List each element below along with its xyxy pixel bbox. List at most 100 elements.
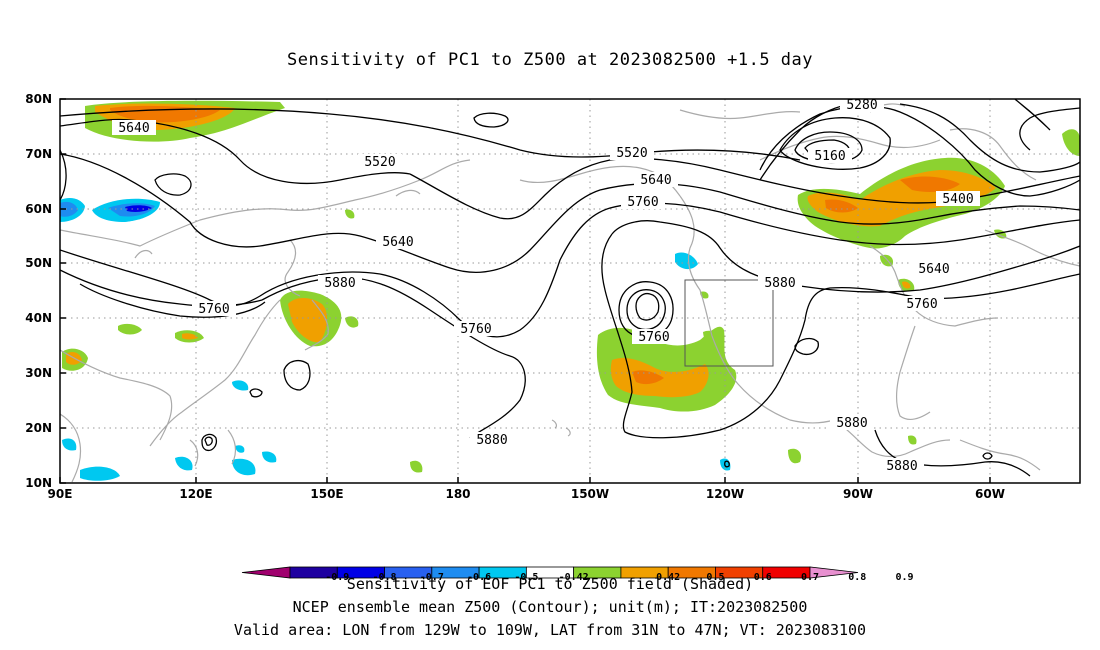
lat-label: 20N — [25, 421, 52, 435]
contour-label: 5760 — [906, 297, 937, 312]
colorbar-tick-label: 0.8 — [848, 572, 866, 583]
lon-label: 180 — [445, 487, 470, 501]
shaded-region — [902, 281, 911, 289]
lat-label: 10N — [25, 476, 52, 490]
shaded-region — [632, 370, 664, 385]
contour-label-bg — [454, 321, 498, 336]
z500-contours — [60, 99, 1080, 477]
contour-label-bg — [621, 194, 665, 209]
colorbar-tick-label: -0.5 — [514, 572, 538, 583]
shaded-region — [345, 209, 355, 219]
lat-label: 70N — [25, 147, 52, 161]
colorbar-tick-label: -0.7 — [420, 572, 444, 583]
contour-label: 5520 — [364, 155, 395, 170]
lat-label: 30N — [25, 366, 52, 380]
colorbar-tick-label: -0.6 — [467, 572, 491, 583]
lon-label: 60W — [975, 487, 1005, 501]
map-plot-area: 5280 5160 5400 5640 5520 5520 5640 5760 5640 5880… — [60, 98, 1080, 483]
colorbar-tick-label: 0.42 — [656, 572, 680, 583]
shaded-region — [262, 451, 277, 463]
lat-label: 40N — [25, 311, 52, 325]
shaded-region — [62, 438, 77, 451]
shaded-region — [908, 435, 917, 445]
contour-label: 5760 — [638, 330, 669, 345]
contour-label-bg — [634, 172, 678, 187]
lon-label: 120W — [706, 487, 744, 501]
shaded-region — [410, 460, 423, 473]
contour-label-bg — [936, 191, 980, 206]
contour-label: 5880 — [764, 276, 795, 291]
contour-label-bg — [912, 261, 956, 276]
contour-label-bg — [192, 301, 236, 316]
contour-label-bg — [808, 148, 852, 163]
colorbar-high-triangle — [809, 566, 859, 579]
shaded-region — [182, 333, 198, 340]
contour-label: 5880 — [324, 276, 355, 291]
colorbar-tick-label: -0.9 — [325, 572, 349, 583]
contour-label-bg — [376, 234, 420, 249]
contour-labels: 5280 5160 5400 5640 5520 5520 5640 5760 5640 5880… — [112, 98, 980, 474]
colorbar-tick-label: 0.5 — [706, 572, 724, 583]
caption-line-2: NCEP ensemble mean Z500 (Contour); unit(… — [292, 598, 808, 616]
colorbar-tick-label: 0.7 — [801, 572, 819, 583]
shaded-region — [345, 316, 359, 328]
lat-label: 60N — [25, 202, 52, 216]
contour-label-bg — [632, 329, 676, 344]
contour-label: 5520 — [616, 146, 647, 161]
contour-label: 5640 — [118, 121, 149, 136]
map-title: Sensitivity of PC1 to Z500 at 2023082500… — [286, 50, 813, 70]
plot-frame — [59, 98, 1081, 484]
shaded-region — [118, 323, 142, 335]
shaded-region — [80, 466, 120, 481]
lon-label: 150W — [571, 487, 609, 501]
contour-label-bg — [112, 120, 156, 135]
lon-label: 120E — [179, 487, 212, 501]
shaded-region — [175, 456, 193, 471]
contour-label: 5880 — [836, 416, 867, 431]
shaded-region — [235, 445, 245, 453]
contour-label: 5160 — [814, 149, 845, 164]
lon-label: 90W — [843, 487, 873, 501]
contour-label-bg — [830, 415, 874, 430]
shaded-region — [60, 201, 78, 217]
lon-label: 90E — [48, 487, 73, 501]
longitude-axis: 90E 120E 150E 180 150W 120W 90W 60W — [48, 477, 1005, 501]
shaded-region — [288, 298, 328, 343]
shaded-region — [900, 176, 960, 192]
contour-label-bg — [880, 458, 924, 473]
lat-label: 80N — [25, 92, 52, 106]
shaded-region — [675, 252, 698, 270]
lon-label: 150E — [310, 487, 343, 501]
shaded-region — [232, 380, 249, 391]
contour-label-bg — [758, 275, 802, 290]
shaded-region — [110, 105, 220, 123]
shaded-region — [703, 330, 721, 347]
contour-label-bg — [840, 99, 884, 112]
contour-label-bg — [318, 275, 362, 290]
contour-label: 5880 — [476, 433, 507, 448]
shaded-region — [825, 199, 858, 213]
contour-label: 5760 — [460, 322, 491, 337]
contour-label: 5880 — [886, 459, 917, 474]
caption-line-1: Sensitivity of EOF PC1 to Z500 field (Sh… — [346, 575, 754, 593]
colorbar: -0.9 -0.8 -0.7 -0.6 -0.5 -0.42 0.42 0.5 0.6 0.7 0.… — [241, 566, 914, 583]
shaded-region — [788, 448, 802, 464]
valid-area-box — [684, 279, 774, 367]
caption-line-3: Valid area: LON from 129W to 109W, LAT f… — [233, 621, 867, 639]
contour-label-bg — [610, 145, 654, 160]
sensitivity-shading — [60, 100, 1080, 481]
colorbar-tick-label: -0.8 — [372, 572, 396, 583]
contour-label-bg — [470, 432, 514, 447]
contour-label: 5400 — [942, 192, 973, 207]
colorbar-tick-label: 0.6 — [754, 572, 772, 583]
lat-label: 50N — [25, 256, 52, 270]
contour-label: 5640 — [918, 262, 949, 277]
contour-label: 5760 — [627, 195, 658, 210]
colorbar-tick-label: 0.9 — [896, 572, 914, 583]
contour-label: 5640 — [382, 235, 413, 250]
contour-label: 5640 — [640, 173, 671, 188]
contour-label: 5280 — [846, 98, 877, 113]
latitude-axis: 80N 70N 60N 50N 40N 30N 20N 10N — [25, 92, 66, 490]
contour-label-bg — [900, 296, 944, 311]
